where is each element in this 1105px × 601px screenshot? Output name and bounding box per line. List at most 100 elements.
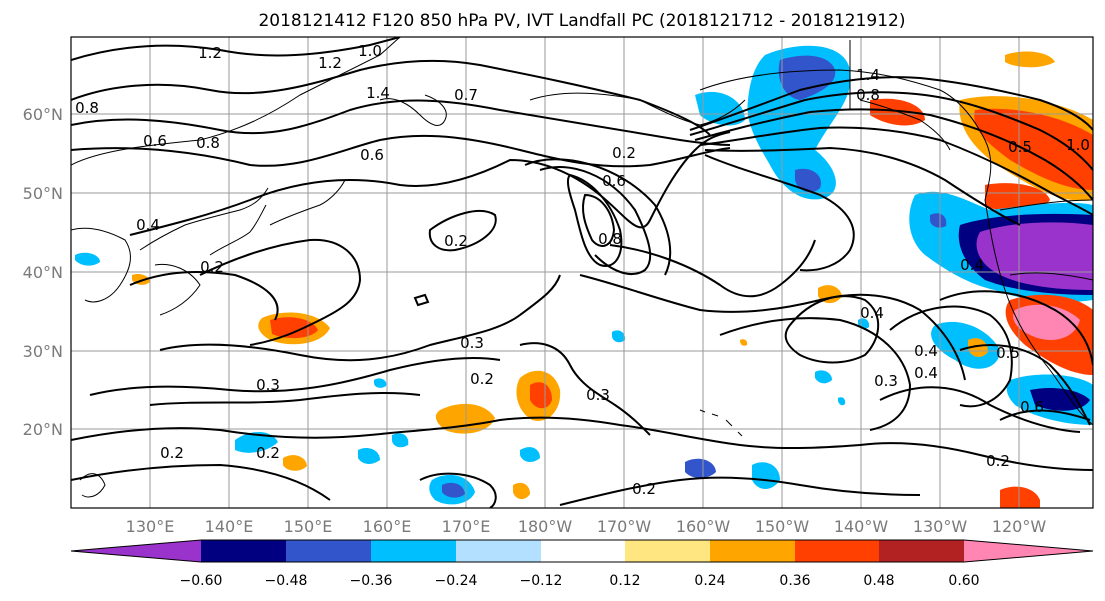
contour-label: 1.2 <box>318 54 342 72</box>
positive-blob-japan-east-core <box>270 317 318 339</box>
positive-blob-subtropics-170e <box>435 403 495 434</box>
lon-label: 150°W <box>755 517 810 536</box>
lon-label: 120°W <box>992 517 1047 536</box>
contour-label: 0.5 <box>1008 138 1032 156</box>
lat-label: 60°N <box>23 105 63 124</box>
lon-label: 140°W <box>834 517 889 536</box>
lat-label: 20°N <box>23 420 63 439</box>
contour-label: 1.2 <box>198 44 222 62</box>
contour-label: 1.0 <box>358 42 382 60</box>
colorbar-tick: 0.24 <box>694 573 725 589</box>
negative-blob-gulf-of-alaska-core <box>778 55 836 100</box>
negative-blob-tropics-170e-b <box>520 447 540 462</box>
contour-label: 1.4 <box>366 84 390 102</box>
negative-blob-20n-120w <box>838 397 846 406</box>
colorbar-tick: −0.48 <box>265 573 308 589</box>
colorbar-swatch <box>625 540 710 562</box>
positive-blob-120w-south <box>1000 486 1040 508</box>
positive-blob-british-columbia-core <box>974 108 1093 190</box>
negative-blob-tropics-145e <box>235 431 278 453</box>
colorbar-tick: 0.48 <box>863 573 894 589</box>
contour-label: 0.2 <box>986 452 1010 470</box>
lon-label: 150°E <box>284 517 333 536</box>
contour-label: 0.6 <box>602 172 626 190</box>
contour-label: 0.8 <box>598 230 622 248</box>
colorbar-swatch <box>710 540 795 562</box>
colorbar: −0.60 −0.48 −0.36 −0.24 −0.12 0.12 0.24 … <box>70 539 1094 589</box>
positive-blob-top-right <box>1005 51 1055 68</box>
contour-label: 0.8 <box>856 86 880 104</box>
contour-label: 0.8 <box>75 99 99 117</box>
contour-label: 0.2 <box>632 480 656 498</box>
contour-labels: 1.2 1.0 1.2 1.4 0.8 0.6 0.8 0.6 1.4 0.8 … <box>75 42 1090 498</box>
colorbar-extend-high <box>964 540 1093 562</box>
lon-label: 140°E <box>205 517 254 536</box>
contour-label: 0.6 <box>143 132 167 150</box>
colorbar-tick: −0.36 <box>350 573 393 589</box>
colorbar-swatch <box>879 540 964 562</box>
colorbar-tick: 0.60 <box>948 573 979 589</box>
colorbar-tick: 0.12 <box>609 573 640 589</box>
positive-blob-alaska-panhandle <box>870 98 925 126</box>
contour-label: 0.4 <box>914 364 938 382</box>
negative-blob-165w <box>612 330 626 343</box>
contour-label: 0.4 <box>860 304 884 322</box>
positive-blob-130w-south <box>968 338 988 357</box>
lat-label: 40°N <box>23 263 63 282</box>
negative-blob-tropics-160e <box>358 448 380 464</box>
lon-label: 170°W <box>597 517 652 536</box>
contour-label: 0.3 <box>256 376 280 394</box>
contour-label: 0.2 <box>200 258 224 276</box>
contour-label: 0.6 <box>1020 398 1044 416</box>
map-frame <box>70 36 1094 509</box>
negative-blob-western-us-core <box>976 222 1093 290</box>
lon-label: 130°W <box>913 517 968 536</box>
negative-blob-tropics-155w <box>752 462 780 489</box>
negative-blob-tropics-155e <box>392 433 409 448</box>
positive-blob-170e-south <box>513 482 530 500</box>
map-panel: 1.2 1.0 1.2 1.4 0.8 0.6 0.8 0.6 1.4 0.8 … <box>71 37 1093 508</box>
contour-label: 0.2 <box>444 232 468 250</box>
contour-label: 0.6 <box>360 146 384 164</box>
map-title: 2018121412 F120 850 hPa PV, IVT Landfall… <box>258 11 905 31</box>
negative-blob-tropics-150w <box>815 370 832 384</box>
positive-blob-subtropics-180-core <box>530 382 552 409</box>
colorbar-tick: −0.60 <box>180 573 223 589</box>
lon-label: 170°E <box>442 517 491 536</box>
contour-label: 0.8 <box>196 134 220 152</box>
lon-label: 160°E <box>363 517 412 536</box>
colorbar-swatch <box>795 540 879 562</box>
colorbar-swatch <box>201 540 286 562</box>
negative-blob-130w-mid <box>930 213 947 228</box>
colorbar-tick: 0.36 <box>779 573 810 589</box>
lat-label: 30°N <box>23 342 63 361</box>
negative-blob-160e <box>374 378 387 388</box>
negative-blob-off-baja <box>931 321 1000 369</box>
negative-blob-bering <box>695 91 745 126</box>
colorbar-swatch <box>541 540 625 562</box>
pv-contours <box>71 37 1093 508</box>
longitude-labels: 130°E 140°E 150°E 160°E 170°E 180°W 170°… <box>126 517 1047 536</box>
contour-label: 0.3 <box>874 372 898 390</box>
contour-label: 0.3 <box>460 334 484 352</box>
colorbar-tick: −0.12 <box>520 573 563 589</box>
contour-label: 0.3 <box>586 386 610 404</box>
coastlines <box>71 37 1093 498</box>
lon-label: 180°W <box>518 517 573 536</box>
positive-blob-150e <box>283 455 307 471</box>
negative-blob-tropics-160w <box>685 458 716 478</box>
contour-label: 0.2 <box>470 370 494 388</box>
colorbar-swatch <box>286 540 371 562</box>
negative-blob-west-japan <box>75 252 100 266</box>
contour-label: 0.2 <box>256 444 280 462</box>
lat-label: 50°N <box>23 184 63 203</box>
colorbar-extend-low <box>71 540 201 562</box>
contour-label: 0.7 <box>454 86 478 104</box>
lon-label: 130°E <box>126 517 175 536</box>
contour-label: 0.4 <box>914 342 938 360</box>
colorbar-swatch <box>371 540 456 562</box>
negative-blob-gulf-of-alaska-core2 <box>795 168 821 193</box>
lon-label: 160°W <box>676 517 731 536</box>
contour-label: 0.5 <box>996 344 1020 362</box>
contour-label: 0.4 <box>960 256 984 274</box>
